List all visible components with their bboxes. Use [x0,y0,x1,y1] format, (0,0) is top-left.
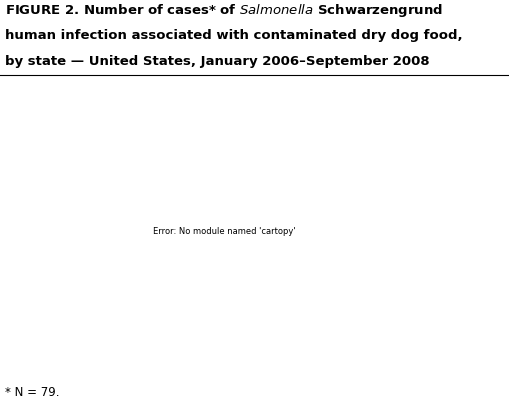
Text: human infection associated with contaminated dry dog food,: human infection associated with contamin… [5,29,462,42]
Text: FIGURE 2. Number of cases* of $\mathit{Salmonella}$ Schwarzengrund: FIGURE 2. Number of cases* of $\mathit{S… [5,2,442,19]
Text: * N = 79.: * N = 79. [5,385,60,398]
Text: Error: No module named 'cartopy': Error: No module named 'cartopy' [153,226,295,235]
Text: by state — United States, January 2006–September 2008: by state — United States, January 2006–S… [5,55,429,68]
